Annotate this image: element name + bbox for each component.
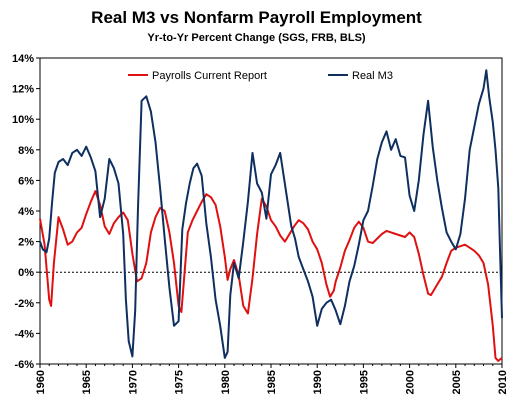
- series-line-1: [39, 69, 503, 359]
- x-tick-label: 1995: [358, 370, 370, 394]
- plot-frame: [39, 57, 503, 365]
- y-tick-label: 4%: [18, 206, 34, 218]
- series-line-0: [39, 190, 503, 362]
- y-tick-label: 14%: [12, 53, 34, 65]
- y-tick-label: -6%: [14, 359, 34, 371]
- x-tick-label: 2010: [497, 370, 509, 394]
- x-tick-label: 2000: [405, 370, 417, 394]
- x-tick-label: 1990: [312, 370, 324, 394]
- x-tick-label: 1965: [81, 370, 93, 394]
- y-tick-label: 6%: [18, 175, 34, 187]
- legend-label-0: Payrolls Current Report: [152, 70, 267, 82]
- x-tick-label: 1960: [35, 370, 47, 394]
- x-tick-label: 1980: [220, 370, 232, 394]
- x-tick-label: 2005: [451, 370, 463, 394]
- x-tick-label: 1985: [266, 370, 278, 394]
- y-tick-label: 0%: [18, 267, 34, 279]
- x-tick-label: 1970: [127, 370, 139, 394]
- x-tick-label: 1975: [174, 370, 186, 394]
- y-tick-label: 10%: [12, 114, 34, 126]
- chart-subtitle: Yr-to-Yr Percent Change (SGS, FRB, BLS): [147, 32, 366, 44]
- y-tick-label: -4%: [14, 328, 34, 340]
- y-tick-label: 12%: [12, 84, 34, 96]
- y-tick-label: 8%: [18, 145, 34, 157]
- y-tick-label: 2%: [18, 237, 34, 249]
- y-tick-label: -2%: [14, 298, 34, 310]
- legend-label-1: Real M3: [352, 70, 393, 82]
- chart-title: Real M3 vs Nonfarm Payroll Employment: [91, 8, 422, 27]
